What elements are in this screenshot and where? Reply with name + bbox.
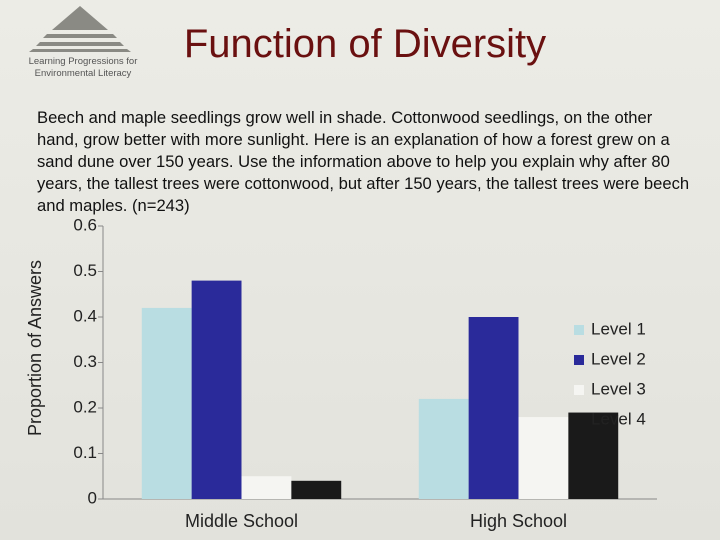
bar: [191, 280, 242, 499]
bar: [418, 398, 469, 499]
y-tick-label: 0.6: [73, 215, 97, 234]
bar: [518, 417, 569, 499]
legend-label: Level 1: [591, 319, 646, 338]
legend-label: Level 4: [591, 409, 646, 428]
legend-swatch: [574, 415, 584, 425]
bar: [141, 307, 192, 499]
y-axis-label: Proportion of Answers: [25, 260, 45, 436]
y-tick-label: 0.5: [73, 261, 97, 280]
logo-icon: [29, 6, 131, 52]
y-tick-label: 0.3: [73, 352, 97, 371]
bar: [241, 476, 292, 499]
y-tick-label: 0.1: [73, 443, 97, 462]
legend-swatch: [574, 385, 584, 395]
legend-label: Level 2: [591, 349, 646, 368]
logo-text: Environmental Literacy: [34, 68, 132, 79]
chart-title: Function of Diversity: [183, 22, 547, 66]
logo-text: Learning Progressions for: [28, 56, 138, 67]
legend-swatch: [574, 355, 584, 365]
y-tick-label: 0: [88, 488, 97, 507]
y-tick-label: 0.4: [73, 306, 97, 325]
y-tick-label: 0.2: [73, 397, 97, 416]
x-tick-label: Middle School: [185, 511, 298, 531]
chart-subtitle: Beech and maple seedlings grow well in s…: [37, 108, 690, 215]
bar: [468, 317, 519, 499]
bar: [568, 412, 619, 499]
legend-label: Level 3: [591, 379, 646, 398]
bar: [291, 480, 342, 499]
x-tick-label: High School: [470, 511, 567, 531]
legend-swatch: [574, 325, 584, 335]
